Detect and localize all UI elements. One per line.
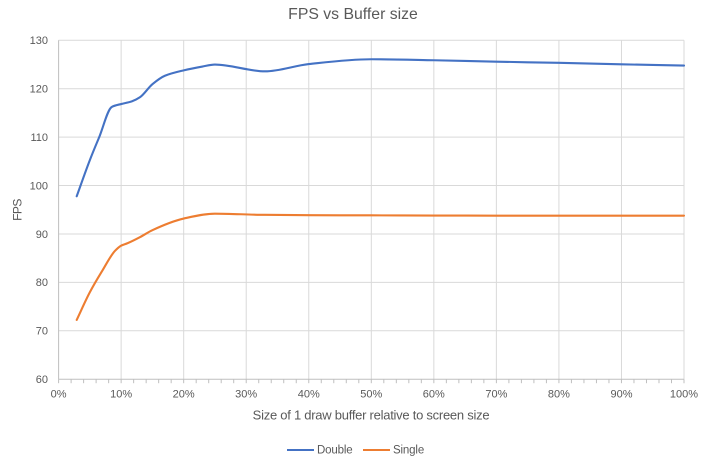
svg-text:Double: Double <box>317 445 353 457</box>
svg-text:10%: 10% <box>110 388 132 400</box>
svg-text:30%: 30% <box>235 388 257 400</box>
svg-text:70: 70 <box>36 326 48 338</box>
svg-text:130: 130 <box>30 35 48 47</box>
svg-text:110: 110 <box>30 132 48 144</box>
svg-text:70%: 70% <box>485 388 507 400</box>
svg-text:0%: 0% <box>51 388 67 400</box>
svg-text:40%: 40% <box>298 388 320 400</box>
svg-text:80: 80 <box>36 277 48 289</box>
svg-text:FPS vs Buffer size: FPS vs Buffer size <box>288 6 418 23</box>
svg-text:90: 90 <box>36 229 48 241</box>
svg-text:Size of 1 draw buffer relative: Size of 1 draw buffer relative to screen… <box>253 407 490 422</box>
svg-text:100: 100 <box>30 180 48 192</box>
svg-text:120: 120 <box>30 84 48 96</box>
svg-text:Single: Single <box>393 445 424 457</box>
svg-text:90%: 90% <box>610 388 632 400</box>
svg-text:FPS: FPS <box>11 199 25 221</box>
svg-text:80%: 80% <box>548 388 570 400</box>
svg-text:60: 60 <box>36 374 48 386</box>
svg-text:20%: 20% <box>173 388 195 400</box>
svg-text:100%: 100% <box>670 388 698 400</box>
svg-text:60%: 60% <box>423 388 445 400</box>
svg-text:50%: 50% <box>360 388 382 400</box>
